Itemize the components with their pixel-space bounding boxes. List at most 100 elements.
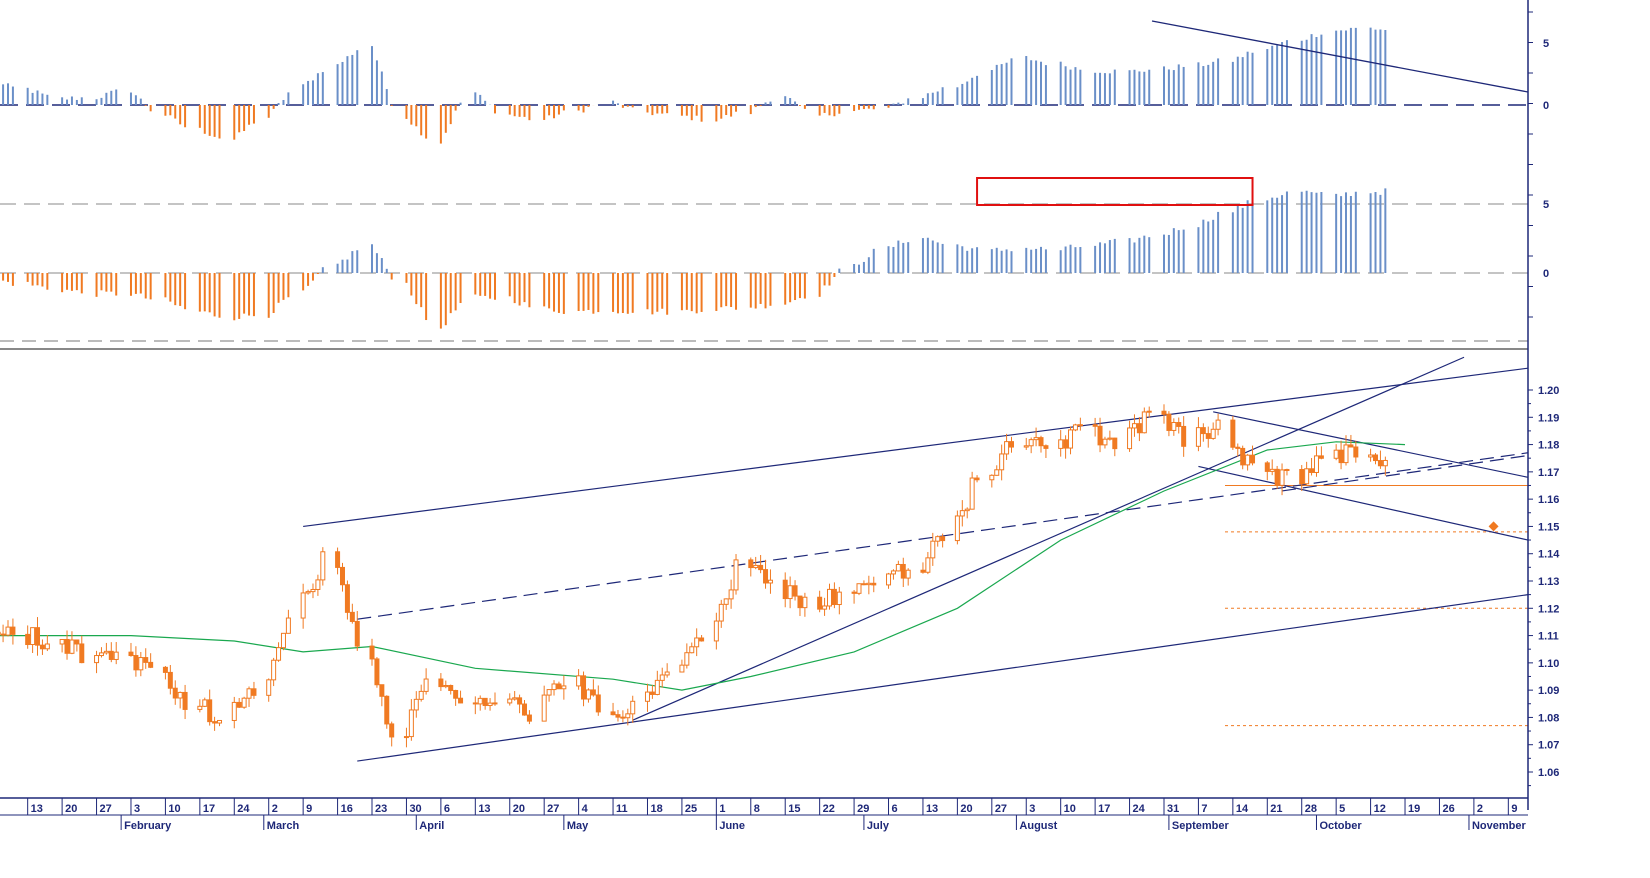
x-axis-day-label: 14 bbox=[1236, 803, 1249, 815]
price-y-tick-label: 1.13 bbox=[1538, 576, 1559, 588]
candle-body bbox=[936, 537, 940, 542]
candle-body bbox=[1275, 469, 1279, 485]
candle-body bbox=[493, 703, 497, 704]
x-axis-day-label: 5 bbox=[1339, 803, 1345, 815]
x-axis-month-label: April bbox=[419, 820, 444, 832]
x-axis-day-label: 24 bbox=[237, 803, 250, 815]
candle-body bbox=[1319, 456, 1323, 458]
candle-body bbox=[424, 679, 428, 691]
candle-body bbox=[1142, 412, 1146, 433]
candle-body bbox=[311, 589, 315, 591]
candle-body bbox=[513, 698, 517, 699]
x-axis-day-label: 26 bbox=[1442, 803, 1454, 815]
candle-body bbox=[267, 680, 271, 695]
candle-body bbox=[1162, 411, 1166, 414]
candle-body bbox=[1069, 430, 1073, 448]
candle-body bbox=[1236, 447, 1240, 448]
candle-body bbox=[901, 564, 905, 578]
candle-body bbox=[714, 621, 718, 641]
osc2-y-tick-label: 0 bbox=[1543, 268, 1549, 280]
candle-body bbox=[1310, 469, 1314, 473]
candle-body bbox=[247, 689, 251, 698]
candle-body bbox=[218, 720, 222, 723]
candle-body bbox=[277, 648, 281, 661]
candle-body bbox=[168, 672, 172, 688]
x-axis-day-label: 29 bbox=[857, 803, 869, 815]
candle-body bbox=[1103, 439, 1107, 445]
candle-body bbox=[80, 644, 84, 663]
candle-body bbox=[896, 564, 900, 570]
candle-body bbox=[527, 715, 531, 721]
candle-body bbox=[149, 662, 153, 667]
candle-body bbox=[336, 552, 340, 568]
candle-body bbox=[596, 695, 600, 712]
x-axis-day-label: 17 bbox=[203, 803, 215, 815]
candle-body bbox=[483, 698, 487, 705]
candle-body bbox=[65, 639, 69, 653]
candle-body bbox=[931, 541, 935, 558]
candle-body bbox=[798, 596, 802, 608]
candle-body bbox=[1241, 448, 1245, 464]
x-axis-day-label: 22 bbox=[823, 803, 835, 815]
candle-body bbox=[1270, 469, 1274, 471]
candle-body bbox=[586, 690, 590, 699]
candle-body bbox=[518, 698, 522, 704]
osc1-y-tick-label: 0 bbox=[1543, 100, 1549, 112]
x-axis-day-label: 21 bbox=[1270, 803, 1282, 815]
candle-body bbox=[970, 478, 974, 509]
x-axis-day-label: 6 bbox=[892, 803, 898, 815]
candle-body bbox=[1265, 463, 1269, 472]
candle-body bbox=[139, 658, 143, 670]
candle-body bbox=[1000, 454, 1004, 470]
candle-body bbox=[109, 651, 113, 659]
candle-body bbox=[872, 583, 876, 585]
x-axis-day-label: 24 bbox=[1133, 803, 1146, 815]
candle-body bbox=[695, 638, 699, 647]
candle-body bbox=[375, 659, 379, 685]
x-axis-day-label: 3 bbox=[134, 803, 140, 815]
candle-body bbox=[862, 584, 866, 585]
x-axis-day-label: 13 bbox=[31, 803, 43, 815]
candle-body bbox=[129, 652, 133, 655]
x-axis-month-label: October bbox=[1319, 820, 1362, 832]
candle-body bbox=[734, 560, 738, 590]
candle-body bbox=[321, 552, 325, 580]
candle-body bbox=[542, 695, 546, 721]
candle-body bbox=[990, 475, 994, 479]
x-axis-month-label: March bbox=[267, 820, 300, 832]
candle-body bbox=[281, 633, 285, 647]
candle-body bbox=[616, 715, 620, 717]
x-axis-day-label: 12 bbox=[1374, 803, 1386, 815]
x-axis-day-label: 10 bbox=[168, 803, 180, 815]
candle-body bbox=[591, 690, 595, 695]
candle-body bbox=[272, 660, 276, 680]
candle-body bbox=[183, 692, 187, 709]
candle-body bbox=[306, 592, 310, 593]
candle-body bbox=[1167, 414, 1171, 430]
candle-body bbox=[729, 590, 733, 599]
candle-body bbox=[1098, 426, 1102, 445]
price-y-tick-label: 1.12 bbox=[1538, 603, 1559, 615]
candle-body bbox=[1128, 428, 1132, 449]
x-axis-day-label: 13 bbox=[926, 803, 938, 815]
candle-body bbox=[1280, 470, 1284, 485]
price-y-tick-label: 1.14 bbox=[1538, 549, 1560, 561]
candle-body bbox=[1285, 470, 1289, 471]
candle-body bbox=[783, 580, 787, 598]
price-y-tick-label: 1.10 bbox=[1538, 658, 1559, 670]
x-axis-month-label: August bbox=[1019, 820, 1057, 832]
price-y-tick-label: 1.07 bbox=[1538, 740, 1559, 752]
x-axis-day-label: 27 bbox=[100, 803, 112, 815]
candle-body bbox=[1113, 438, 1117, 449]
candle-body bbox=[975, 478, 979, 480]
candle-body bbox=[611, 712, 615, 715]
candle-body bbox=[665, 672, 669, 675]
candle-body bbox=[237, 702, 241, 707]
candle-body bbox=[700, 638, 704, 641]
candle-body bbox=[1137, 424, 1141, 433]
candle-body bbox=[552, 684, 556, 690]
x-axis-day-label: 15 bbox=[788, 803, 800, 815]
